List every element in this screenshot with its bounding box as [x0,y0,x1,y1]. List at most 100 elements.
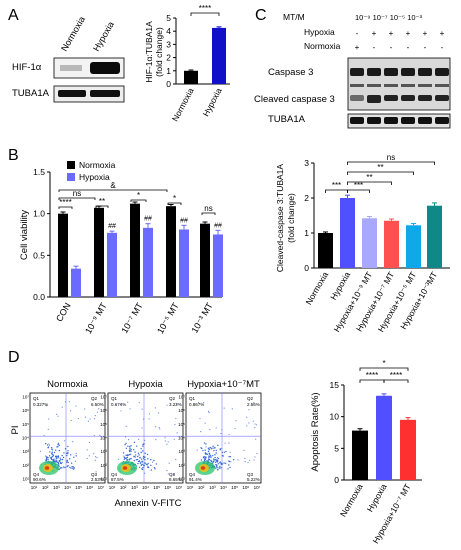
flow-event [77,417,80,420]
significance-bracket: *** [347,181,370,193]
x-tick-label: 10⁷ [254,485,261,490]
flow-event [128,459,130,461]
flow-event [220,467,222,469]
flow-event [167,473,169,475]
bar-normoxia [130,201,140,297]
flow-event [144,462,147,464]
y-tick-label: 5 [166,13,171,23]
significance-bracket: ** [95,197,109,208]
flow-event [216,466,218,469]
flow-event [75,405,77,407]
flow-event [204,422,206,424]
significance-bracket: **** [359,371,385,383]
flow-event [209,454,212,457]
legend-swatch [67,161,75,169]
y-tick-label: 10³ [22,449,29,454]
bar-rect [200,223,210,297]
y-tick-label: 10² [178,463,185,468]
flow-event [57,455,59,457]
flow-event [255,424,258,426]
flow-event [126,456,129,459]
blot-band [367,95,381,103]
flow-event [71,465,73,468]
flow-event [204,449,206,451]
flow-event [63,452,65,454]
flow-event [154,407,156,409]
flow-event [228,455,230,458]
flow-event [234,427,236,430]
blot-band [435,84,449,87]
bar-rect [406,225,421,268]
flow-event [83,408,86,410]
flow-event [56,446,58,448]
x-tick-label: 10⁻⁵ MT [155,301,181,336]
y-tick-label: 0.5 [33,250,45,260]
flow-event [59,461,62,464]
flow-event [75,452,77,454]
flow-event [203,455,205,458]
y-tick-label: 10⁷ [22,395,29,400]
x-tick-label: 10² [120,485,127,490]
quadrant-label: Q4 [111,472,118,477]
flow-event [223,451,226,453]
quadrant-label: Q3 [91,472,98,477]
flow-event [150,458,152,461]
significance-label: *** [354,181,363,190]
bar-4 [406,223,421,268]
flow-event [155,463,158,465]
x-tick-label: 10⁶ [164,485,171,490]
flow-event [255,438,257,440]
flow-event [64,448,67,450]
blot-band [90,62,120,74]
flow-event [210,456,212,458]
flow-event [72,466,75,468]
bar-5 [427,202,442,268]
flow-event [88,455,90,457]
flow-event [256,452,258,455]
flow-event [129,453,132,456]
flow-event [39,450,42,452]
bar-normoxia [166,204,176,297]
flow-event [96,456,98,459]
flow-event [140,451,142,454]
flow-event [229,455,232,458]
bar-rect [213,234,223,297]
flow-event [200,459,203,461]
flow-event [45,405,48,407]
quadrant-value: 0.327% [33,402,48,407]
blot-band-label: TUBA1A [268,114,306,125]
flow-event [146,464,149,466]
flow-event [72,468,75,470]
flow-event [98,408,100,410]
y-tick-label: 10⁷ [100,395,107,400]
flow-event [47,446,50,448]
flow-event [203,402,205,404]
bar-rect [427,205,442,268]
flow-event [141,408,143,410]
flow-event [223,462,225,464]
flow-event [93,434,95,437]
flow-event [125,442,127,444]
bracket-line [383,379,409,383]
bar-normoxia [200,221,210,297]
flow-plot-title: Normoxia [47,379,88,390]
x-tick-label: 10⁴ [64,485,71,490]
bar-normoxia [184,69,198,84]
flow-event [142,457,145,460]
flow-event [173,438,175,440]
blot-band [418,84,432,87]
flow-event [125,425,127,427]
bar-rect [362,218,377,268]
bracket-line [58,206,73,209]
flow-event [146,453,149,456]
flow-event [217,463,219,465]
flow-event [229,466,231,469]
flow-event [210,459,212,462]
flow-event [235,420,237,422]
flow-event [120,410,122,412]
flow-event [69,454,72,456]
flow-event [207,410,210,412]
blot-band [384,84,398,87]
flow-event [87,420,90,422]
flow-event [43,434,45,437]
